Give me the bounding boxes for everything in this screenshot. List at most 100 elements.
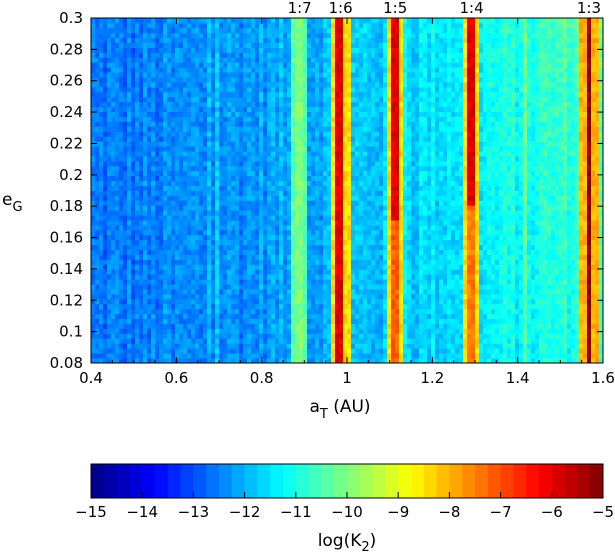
heatmap-cell	[135, 47, 140, 53]
heatmap-cell	[351, 67, 356, 73]
heatmap-cell	[299, 151, 304, 157]
heatmap-cell	[327, 151, 332, 157]
heatmap-cell	[287, 67, 292, 73]
heatmap-cell	[191, 18, 196, 24]
heatmap-cell	[139, 175, 144, 182]
heatmap-cell	[279, 156, 284, 162]
heatmap-cell	[299, 348, 304, 354]
heatmap-cell	[223, 126, 228, 132]
heatmap-cell	[251, 313, 256, 320]
heatmap-cell	[283, 338, 288, 344]
heatmap-cell	[235, 22, 240, 29]
heatmap-cell	[127, 269, 132, 275]
heatmap-cell	[167, 170, 172, 177]
heatmap-cell	[147, 348, 152, 354]
heatmap-cell	[335, 353, 340, 359]
heatmap-cell	[219, 298, 224, 305]
heatmap-cell	[339, 151, 344, 157]
heatmap-cell	[143, 269, 148, 275]
heatmap-cell	[147, 229, 152, 236]
heatmap-cell	[243, 185, 248, 191]
heatmap-cell	[291, 131, 296, 137]
heatmap-cell	[259, 82, 264, 88]
heatmap-cell	[335, 106, 340, 113]
heatmap-cell	[351, 126, 356, 132]
heatmap-cell	[119, 274, 124, 280]
heatmap-cell	[199, 215, 204, 221]
heatmap-cell	[187, 269, 192, 275]
heatmap-cell	[311, 279, 316, 285]
heatmap-cell	[143, 91, 148, 98]
heatmap-cell	[155, 318, 160, 324]
heatmap-cell	[355, 269, 360, 275]
heatmap-cell	[263, 42, 268, 48]
heatmap-cell	[295, 210, 300, 216]
heatmap-cell	[367, 200, 372, 206]
heatmap-cell	[175, 353, 180, 359]
heatmap-cell	[307, 72, 312, 78]
heatmap-cell	[275, 298, 280, 305]
heatmap-cell	[127, 175, 132, 182]
heatmap-cell	[163, 136, 168, 142]
heatmap-cell	[339, 313, 344, 320]
heatmap-cell	[315, 220, 320, 226]
heatmap-cell	[147, 160, 152, 167]
heatmap-cell	[323, 249, 328, 255]
heatmap-cell	[347, 229, 352, 236]
heatmap-cell	[219, 289, 224, 295]
heatmap-cell	[175, 121, 180, 127]
heatmap-cell	[331, 67, 336, 73]
heatmap-cell	[343, 170, 348, 177]
heatmap-cell	[159, 27, 164, 34]
heatmap-cell	[179, 298, 184, 305]
heatmap-cell	[251, 333, 256, 339]
heatmap-cell	[371, 205, 376, 211]
heatmap-cell	[271, 234, 276, 241]
heatmap-cell	[307, 259, 312, 265]
heatmap-cell	[191, 229, 196, 236]
heatmap-cell	[223, 165, 228, 172]
heatmap-cell	[351, 96, 356, 103]
heatmap-cell	[351, 175, 356, 182]
heatmap-cell	[335, 333, 340, 339]
heatmap-cell	[335, 249, 340, 255]
heatmap-cell	[283, 42, 288, 48]
heatmap-cell	[311, 136, 316, 142]
heatmap-cell	[371, 121, 376, 127]
heatmap-cell	[375, 358, 380, 363]
heatmap-cell	[199, 165, 204, 172]
heatmap-cell	[151, 333, 156, 339]
heatmap-cell	[279, 220, 284, 226]
heatmap-cell	[335, 338, 340, 344]
heatmap-cell	[203, 185, 208, 191]
heatmap-cell	[195, 318, 200, 324]
heatmap-cell	[299, 338, 304, 344]
heatmap-cell	[139, 82, 144, 88]
heatmap-cell	[287, 131, 292, 137]
heatmap-cell	[191, 254, 196, 260]
heatmap-cell	[159, 180, 164, 186]
heatmap-cell	[135, 52, 140, 58]
heatmap-cell	[271, 249, 276, 255]
heatmap-cell	[311, 175, 316, 182]
heatmap-cell	[375, 264, 380, 270]
heatmap-cell	[263, 190, 268, 196]
heatmap-cell	[119, 22, 124, 29]
heatmap-cell	[187, 338, 192, 344]
heatmap-cell	[147, 254, 152, 260]
heatmap-cell	[199, 225, 204, 231]
heatmap-cell	[119, 106, 124, 113]
heatmap-cell	[319, 91, 324, 98]
heatmap-cell	[367, 274, 372, 280]
heatmap-cell	[247, 156, 252, 162]
heatmap-cell	[359, 136, 364, 142]
heatmap-cell	[251, 22, 256, 29]
heatmap-cell	[155, 229, 160, 236]
heatmap-cell	[147, 185, 152, 191]
heatmap-cell	[207, 146, 212, 152]
heatmap-cell	[167, 195, 172, 201]
heatmap-cell	[263, 141, 268, 147]
heatmap-cell	[183, 175, 188, 182]
heatmap-cell	[115, 82, 120, 88]
heatmap-cell	[211, 259, 216, 265]
